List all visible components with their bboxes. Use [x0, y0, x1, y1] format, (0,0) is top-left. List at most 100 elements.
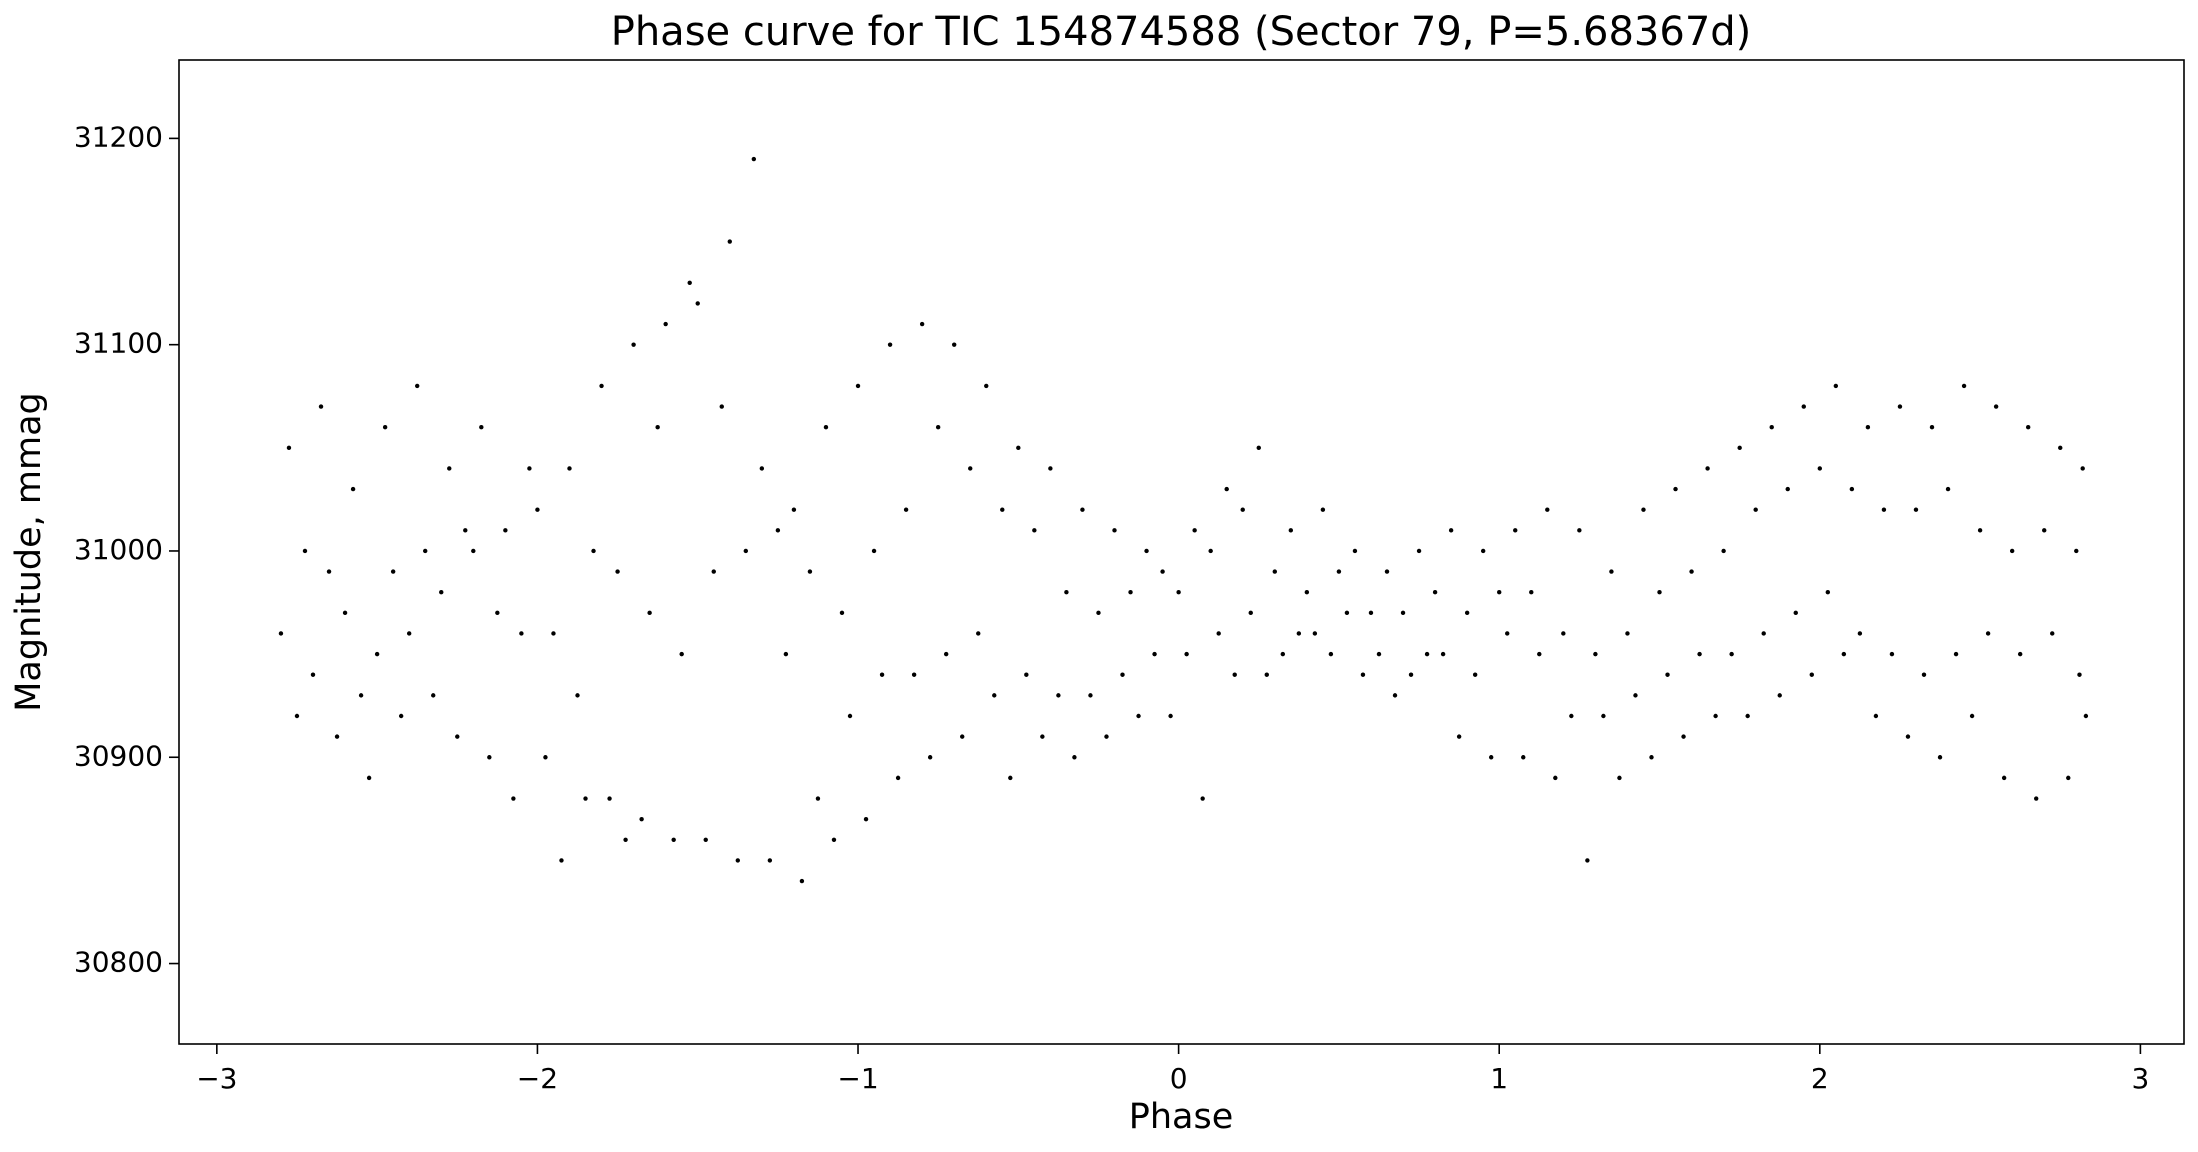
data-point: [1280, 651, 1286, 657]
data-point: [1537, 651, 1542, 657]
data-point: [903, 507, 909, 512]
data-point: [1553, 775, 1558, 781]
data-point: [767, 858, 773, 863]
data-point: [1993, 404, 1999, 409]
data-point: [960, 734, 965, 739]
data-point: [326, 569, 332, 574]
data-point: [2034, 796, 2039, 801]
data-point: [623, 837, 628, 842]
data-point: [807, 569, 813, 574]
data-point: [1200, 796, 1205, 801]
data-point: [575, 693, 580, 698]
data-point: [1633, 693, 1638, 698]
data-point: [2050, 631, 2055, 636]
data-point: [1801, 404, 1806, 409]
data-point: [1192, 528, 1197, 533]
data-point: [919, 321, 925, 327]
data-point: [1456, 734, 1462, 739]
data-point: [615, 569, 620, 574]
data-point: [799, 878, 805, 884]
data-point: [631, 342, 636, 347]
data-point: [1408, 672, 1414, 677]
data-point: [663, 321, 668, 327]
data-point: [455, 734, 460, 739]
data-point: [1513, 528, 1518, 533]
data-point: [1601, 713, 1606, 719]
data-point: [743, 548, 749, 554]
x-axis-label: Phase: [1129, 1097, 1234, 1137]
y-tick-label: 31200: [74, 120, 163, 153]
data-point: [815, 796, 821, 801]
data-point: [735, 858, 740, 863]
data-point: [302, 548, 308, 554]
data-point: [1865, 424, 1871, 430]
data-point: [511, 796, 516, 801]
data-point: [1761, 631, 1766, 636]
data-point: [1521, 755, 1526, 760]
x-tick-label: 0: [1170, 1062, 1188, 1095]
data-point: [406, 631, 412, 636]
data-point: [984, 383, 989, 389]
data-point: [1721, 548, 1726, 554]
data-point: [479, 424, 484, 430]
data-point: [382, 424, 388, 430]
data-point: [2066, 775, 2071, 781]
data-point: [1080, 507, 1085, 512]
data-point: [887, 342, 893, 347]
data-point: [423, 548, 428, 554]
data-point: [1705, 466, 1710, 471]
data-point: [1641, 507, 1646, 512]
data-point: [1545, 507, 1550, 512]
data-point: [1585, 858, 1590, 863]
data-point: [318, 404, 324, 409]
data-point: [334, 734, 340, 739]
data-point: [1384, 569, 1390, 574]
data-point: [655, 424, 660, 430]
data-point: [1785, 486, 1790, 492]
data-point: [1024, 672, 1029, 677]
data-point: [687, 280, 692, 285]
x-tick-label: 2: [1811, 1062, 1829, 1095]
data-point: [567, 466, 572, 471]
data-point: [1985, 631, 1991, 636]
data-point: [1368, 610, 1374, 616]
data-point: [1328, 651, 1334, 657]
data-point: [599, 383, 604, 389]
data-point: [1344, 610, 1350, 616]
data-point: [879, 672, 885, 677]
plot-frame: [178, 59, 2185, 1045]
data-point: [559, 858, 564, 863]
data-point: [2025, 424, 2031, 430]
data-point: [1400, 610, 1406, 616]
data-point: [1753, 507, 1758, 512]
data-point: [1817, 466, 1823, 471]
data-point: [1064, 590, 1069, 595]
data-point: [1825, 590, 1831, 595]
data-point: [711, 569, 716, 574]
data-point: [895, 775, 901, 781]
data-point: [2077, 672, 2082, 677]
data-point: [1376, 651, 1382, 657]
y-axis-label: Magnitude, mmag: [9, 392, 49, 712]
data-point: [1096, 610, 1101, 616]
y-tick-label: 30800: [74, 946, 163, 979]
data-point: [1272, 569, 1277, 574]
data-point: [487, 755, 492, 760]
data-point: [1120, 672, 1125, 677]
data-point: [1897, 404, 1903, 409]
data-point: [1665, 672, 1670, 677]
data-point: [2042, 528, 2047, 533]
data-point: [1176, 590, 1181, 595]
data-point: [1312, 631, 1318, 636]
data-point: [968, 466, 973, 471]
data-point: [1929, 424, 1935, 430]
data-point: [1168, 713, 1173, 719]
y-tick-label: 31100: [74, 327, 163, 360]
data-point: [855, 383, 861, 389]
data-point: [1745, 713, 1750, 719]
data-point: [519, 631, 524, 636]
data-point: [551, 631, 556, 636]
data-point: [863, 816, 869, 822]
data-point: [1905, 734, 1911, 739]
data-point: [1697, 651, 1702, 657]
